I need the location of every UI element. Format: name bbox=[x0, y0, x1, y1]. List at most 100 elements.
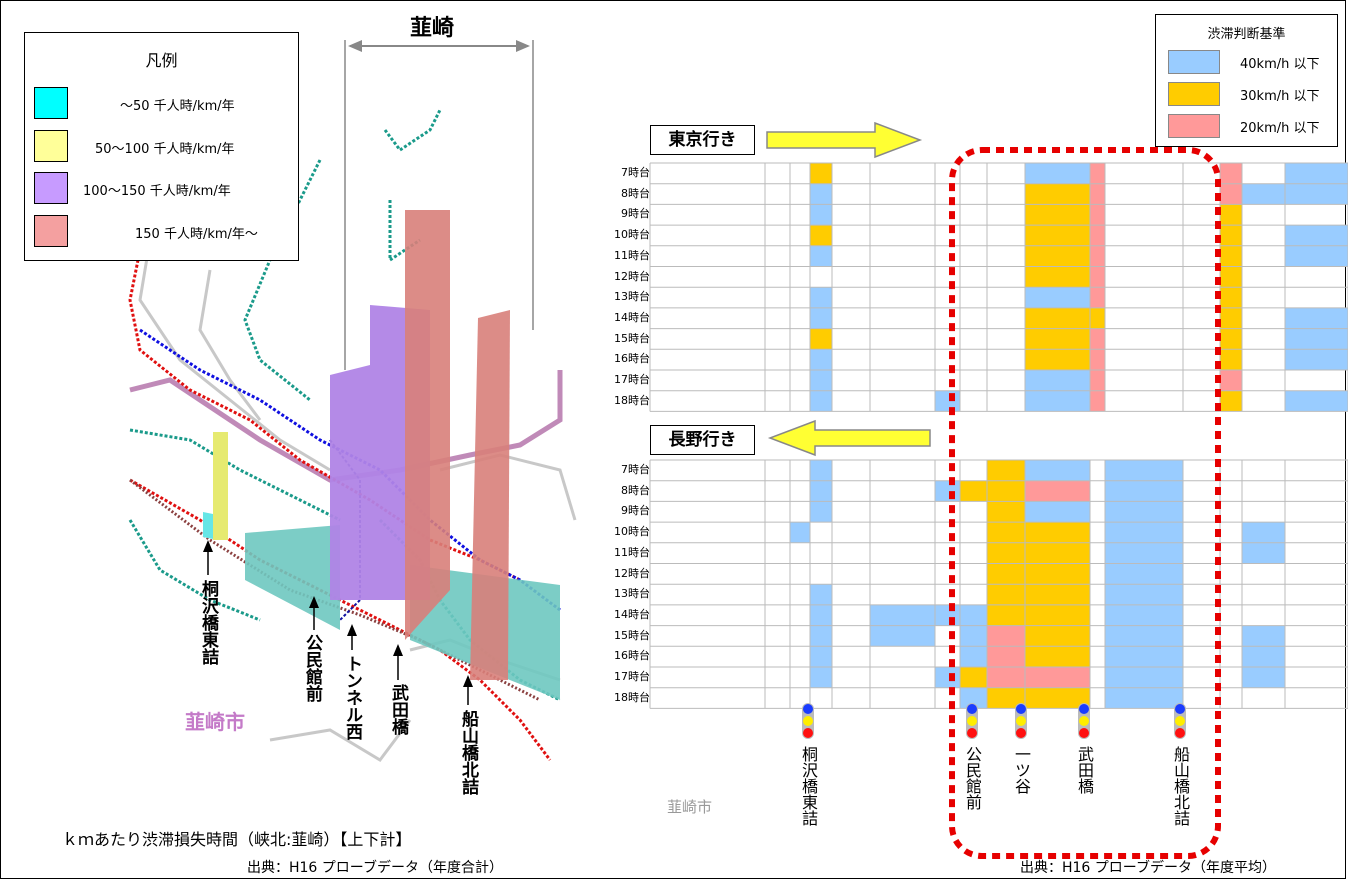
tokyo-cell bbox=[1285, 183, 1348, 205]
tokyo-hour-label: 9時台 bbox=[621, 207, 650, 221]
legend-swatch-4 bbox=[34, 215, 68, 247]
tokyo-cell bbox=[810, 204, 832, 226]
landmark-label-3: トンネル西 bbox=[342, 655, 362, 740]
map-source: 出典：H16 プローブデータ（年度合計） bbox=[247, 860, 503, 876]
legend-label-2: 50～100 千人時/km/年 bbox=[95, 142, 235, 157]
tokyo-cell bbox=[1285, 163, 1348, 184]
tokyo-cell bbox=[810, 307, 832, 329]
nagano-cell bbox=[810, 667, 832, 688]
legend-label-4: 150 千人時/km/年～ bbox=[135, 227, 258, 242]
node-label-4: 武田橋 bbox=[1075, 746, 1094, 794]
signal-icon bbox=[1174, 703, 1186, 739]
tokyo-hour-label: 12時台 bbox=[614, 269, 650, 283]
tokyo-cell bbox=[1220, 307, 1242, 329]
nagano-cell bbox=[790, 522, 810, 543]
landmark-label-5: 船山橋北詰 bbox=[458, 710, 478, 795]
tokyo-cell bbox=[1220, 245, 1242, 267]
tokyo-hour-label: 8時台 bbox=[621, 186, 650, 200]
city-label: 韮崎市 bbox=[185, 710, 245, 734]
tokyo-cell bbox=[1285, 307, 1348, 329]
tokyo-cell bbox=[810, 287, 832, 308]
nagano-cell bbox=[810, 480, 832, 502]
nagano-hour-label: 18時台 bbox=[614, 690, 650, 704]
nagano-arrow-icon bbox=[767, 419, 931, 457]
nagano-hour-label: 16時台 bbox=[614, 649, 650, 663]
nagano-cell bbox=[810, 460, 832, 481]
tokyo-hour-label: 10時台 bbox=[614, 228, 650, 242]
grid-city-label: 韮崎市 bbox=[667, 798, 713, 816]
node-label-5: 船山橋北詰 bbox=[1171, 746, 1190, 826]
nagano-cell bbox=[1242, 667, 1285, 688]
nagano-cell bbox=[870, 604, 935, 626]
tokyo-cell bbox=[810, 370, 832, 391]
tokyo-cell bbox=[1220, 370, 1242, 391]
tokyo-cell bbox=[1285, 245, 1348, 267]
tokyo-hour-label: 16時台 bbox=[614, 352, 650, 366]
tokyo-cell bbox=[1220, 163, 1242, 184]
tokyo-hour-label: 17時台 bbox=[614, 373, 650, 386]
criteria-label-3: 20km/h 以下 bbox=[1240, 121, 1320, 136]
criteria-swatch-1 bbox=[1168, 50, 1220, 74]
legend-swatch-2 bbox=[34, 130, 68, 162]
criteria-label-1: 40km/h 以下 bbox=[1240, 57, 1320, 72]
nagano-hour-label: 11時台 bbox=[614, 545, 650, 559]
nagano-cell bbox=[810, 646, 832, 667]
tokyo-cell bbox=[1220, 349, 1242, 370]
tokyo-cell bbox=[1220, 328, 1242, 350]
tokyo-cell bbox=[810, 163, 832, 184]
signal-icon bbox=[1015, 703, 1027, 739]
signal-icon bbox=[802, 703, 814, 739]
legend-label-1: ～50 千人時/km/年 bbox=[120, 99, 235, 114]
grid-source: 出典：H16 プローブデータ（年度平均） bbox=[1020, 860, 1276, 876]
tokyo-hour-label: 14時台 bbox=[614, 310, 650, 324]
tokyo-cell bbox=[1285, 349, 1348, 370]
nagano-cell bbox=[810, 501, 832, 523]
tokyo-hour-label: 18時台 bbox=[614, 393, 650, 407]
legend-title: 凡例 bbox=[145, 51, 178, 70]
tokyo-cell bbox=[1220, 287, 1242, 308]
nagano-hour-label: 12時台 bbox=[614, 566, 650, 580]
tokyo-cell bbox=[1220, 204, 1242, 226]
node-label-3: 一ツ谷 bbox=[1012, 746, 1031, 794]
nagano-hour-label: 10時台 bbox=[614, 525, 650, 539]
tokyo-direction-label: 東京行き bbox=[650, 125, 755, 155]
signal-icon bbox=[966, 703, 978, 739]
tokyo-hour-label: 7時台 bbox=[621, 166, 650, 179]
legend-label-3: 100～150 千人時/km/年 bbox=[83, 184, 231, 199]
tokyo-arrow-icon bbox=[766, 121, 923, 159]
legend-swatch-1 bbox=[34, 87, 68, 119]
landmark-label-4: 武田橋 bbox=[388, 684, 408, 735]
tokyo-cell bbox=[810, 349, 832, 370]
nagano-cell bbox=[810, 584, 832, 605]
tokyo-cell bbox=[1220, 183, 1242, 205]
node-label-1: 桐沢橋東詰 bbox=[799, 746, 818, 826]
node-label-2: 公民館前 bbox=[963, 746, 982, 810]
criteria-legend: 渋滞判断基準 40km/h 以下 30km/h 以下 20km/h 以下 bbox=[1155, 14, 1338, 147]
landmark-label-1: 桐沢橋東詰 bbox=[198, 580, 218, 665]
criteria-swatch-3 bbox=[1168, 114, 1220, 138]
tokyo-cell bbox=[1285, 225, 1348, 246]
tokyo-cell bbox=[810, 245, 832, 267]
nagano-cell bbox=[870, 625, 935, 647]
signal-icon bbox=[1078, 703, 1090, 739]
criteria-label-2: 30km/h 以下 bbox=[1240, 89, 1320, 104]
tokyo-cell bbox=[810, 328, 832, 350]
region-label: 韮崎 bbox=[410, 16, 455, 41]
nagano-hour-label: 17時台 bbox=[614, 670, 650, 683]
map-caption: ｋｍあたり渋滞損失時間（峡北:韮崎）【上下計】 bbox=[62, 830, 412, 849]
nagano-hour-label: 13時台 bbox=[614, 587, 650, 601]
tokyo-cell bbox=[810, 183, 832, 205]
nagano-hour-label: 15時台 bbox=[614, 628, 650, 642]
tokyo-cell bbox=[1220, 225, 1242, 246]
nagano-hour-label: 8時台 bbox=[621, 483, 650, 497]
nagano-hour-label: 7時台 bbox=[621, 463, 650, 476]
criteria-title: 渋滞判断基準 bbox=[1207, 27, 1286, 42]
nagano-cell bbox=[810, 604, 832, 626]
nagano-hour-label: 9時台 bbox=[621, 504, 650, 518]
tokyo-cell bbox=[810, 390, 832, 412]
nagano-cell bbox=[810, 625, 832, 647]
congestion-map bbox=[128, 40, 577, 762]
criteria-swatch-2 bbox=[1168, 82, 1220, 106]
nagano-hour-label: 14時台 bbox=[614, 607, 650, 621]
